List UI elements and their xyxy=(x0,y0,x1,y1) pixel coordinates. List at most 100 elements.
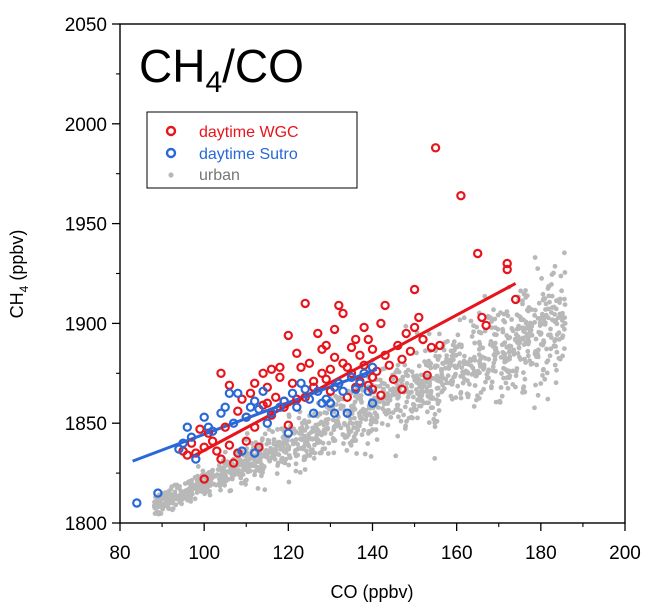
wgc-point xyxy=(287,378,298,388)
urban-point xyxy=(461,315,467,321)
urban-point xyxy=(560,353,565,359)
urban-point xyxy=(533,349,538,354)
sutro-point xyxy=(254,404,264,414)
urban-point xyxy=(551,270,556,276)
urban-point xyxy=(458,391,463,396)
urban-point xyxy=(480,345,486,351)
urban-point xyxy=(203,483,209,489)
urban-point xyxy=(324,410,330,416)
urban-point xyxy=(252,472,257,478)
urban-point xyxy=(540,342,546,348)
urban-point xyxy=(462,361,467,367)
urban-point xyxy=(534,354,539,360)
urban-point xyxy=(344,448,350,453)
urban-point xyxy=(538,381,544,386)
urban-point xyxy=(411,374,416,379)
urban-point xyxy=(435,392,441,398)
wgc-point xyxy=(271,392,281,402)
urban-point xyxy=(481,362,487,368)
urban-point xyxy=(222,471,228,477)
urban-point xyxy=(227,488,233,494)
series-points xyxy=(132,143,521,508)
urban-point xyxy=(518,288,523,294)
urban-point xyxy=(409,369,415,375)
urban-point xyxy=(354,451,359,456)
urban-point xyxy=(390,376,396,381)
urban-point xyxy=(238,480,244,486)
sutro-point xyxy=(224,388,235,398)
urban-point xyxy=(201,488,207,494)
urban-point xyxy=(425,393,431,399)
urban-point xyxy=(351,425,356,431)
urban-point xyxy=(428,361,434,367)
urban-point xyxy=(228,467,234,472)
urban-point xyxy=(366,428,372,434)
wgc-point xyxy=(397,384,407,394)
urban-point xyxy=(200,468,206,474)
urban-point xyxy=(244,431,250,436)
urban-point xyxy=(523,295,529,300)
wgc-point xyxy=(346,342,357,353)
urban-point xyxy=(477,370,482,376)
wgc-point xyxy=(300,298,310,309)
urban-point xyxy=(490,364,496,370)
urban-point xyxy=(468,318,474,324)
wgc-point xyxy=(401,328,411,339)
wgc-point xyxy=(329,324,340,335)
urban-point xyxy=(416,377,422,382)
urban-point xyxy=(521,370,526,375)
urban-point xyxy=(522,326,528,331)
urban-point xyxy=(167,491,172,496)
sutro-point xyxy=(199,412,209,422)
wgc-point xyxy=(249,422,260,432)
wgc-point xyxy=(367,344,378,354)
urban-point xyxy=(428,365,434,371)
urban-point xyxy=(535,266,541,271)
urban-point xyxy=(523,288,528,293)
urban-point xyxy=(312,442,317,448)
urban-point xyxy=(552,312,558,317)
wgc-point xyxy=(279,402,289,412)
sutro-point xyxy=(182,422,192,432)
urban-point xyxy=(489,319,494,324)
urban-point xyxy=(303,421,309,426)
sutro-point xyxy=(351,384,361,394)
sutro-point xyxy=(329,408,340,418)
urban-point xyxy=(330,417,336,423)
wgc-point xyxy=(245,388,256,398)
sutro-point xyxy=(308,408,319,418)
urban-point xyxy=(515,351,521,356)
urban-point xyxy=(454,344,460,350)
urban-point xyxy=(325,416,331,422)
wgc-point xyxy=(313,328,323,339)
urban-point xyxy=(457,351,462,357)
urban-point xyxy=(514,340,520,345)
urban-point xyxy=(493,325,498,331)
wgc-point xyxy=(207,436,218,446)
wgc-point xyxy=(283,420,293,430)
urban-point xyxy=(374,437,380,442)
urban-point xyxy=(499,393,505,399)
urban-point xyxy=(351,415,357,421)
urban-point xyxy=(280,455,285,461)
urban-point xyxy=(262,487,268,493)
urban-point xyxy=(396,369,402,375)
urban-point xyxy=(402,404,408,410)
wgc-point xyxy=(481,320,491,331)
urban-point xyxy=(221,467,227,473)
urban-point xyxy=(244,477,249,483)
urban-point xyxy=(428,388,434,394)
urban-point xyxy=(328,431,334,437)
urban-point xyxy=(185,492,191,498)
urban-point xyxy=(295,441,301,447)
urban-point xyxy=(511,351,517,357)
urban-point xyxy=(453,365,458,370)
urban-point xyxy=(192,475,198,480)
urban-point xyxy=(267,458,273,464)
wgc-point xyxy=(414,312,424,323)
urban-point xyxy=(154,502,160,508)
urban-point xyxy=(215,467,221,472)
urban-point xyxy=(333,402,339,407)
sutro-point xyxy=(153,488,163,498)
urban-point xyxy=(477,341,483,347)
